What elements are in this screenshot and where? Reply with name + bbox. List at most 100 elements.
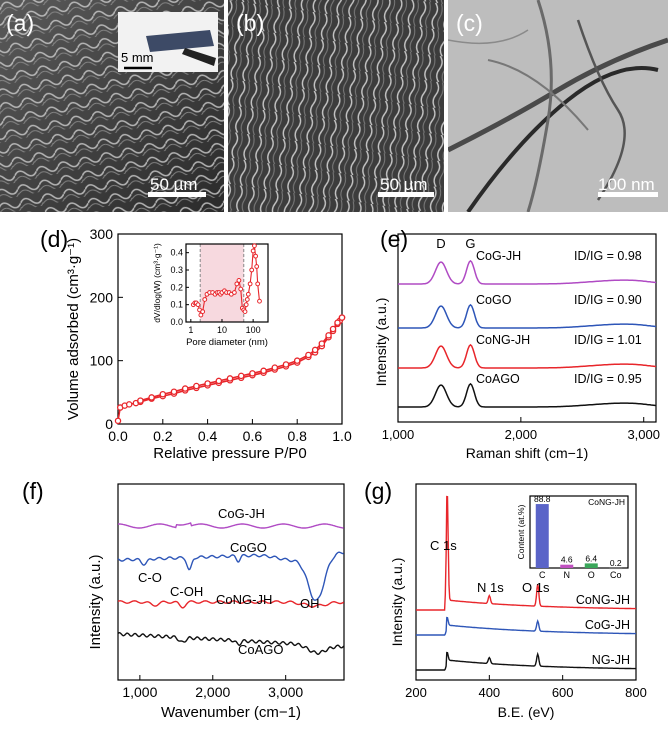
d-inset-x-tick-label: 10	[217, 325, 227, 335]
d-inset-data-point	[244, 297, 250, 302]
panel-d: 0.0 0.2 0.4 0.6 0.8 1.0 0 100 200 300 Relative pre…	[0, 218, 360, 468]
g-inset-category-label: N	[564, 570, 571, 580]
micrograph-c: (c) 100 nm	[448, 0, 668, 212]
d-data-point	[260, 367, 267, 375]
panel-e: 1,000 2,000 3,000 Raman shift (cm−1) Intensi…	[362, 218, 668, 468]
d-data-point	[334, 319, 341, 326]
d-inset-data-point	[254, 264, 260, 269]
d-data-point	[148, 394, 155, 401]
panel-label-f: (f)	[22, 478, 44, 504]
d-data-point	[282, 361, 290, 368]
panel-label-g: (g)	[364, 478, 393, 504]
d-data-point	[305, 351, 312, 359]
d-inset-data-point	[243, 302, 249, 308]
g-inset-plot-frame	[529, 495, 629, 569]
sem-image-a	[0, 0, 224, 212]
f-plot-frame	[117, 483, 345, 681]
d-inset-data-point	[238, 286, 244, 292]
d-x-tick-label: 0.2	[153, 428, 173, 444]
d-data-point	[318, 340, 326, 347]
d-inset-data-point	[200, 309, 206, 314]
d-data-point	[271, 364, 279, 371]
d-data-point	[226, 375, 234, 382]
f-series-label: CoAGO	[238, 642, 284, 657]
panel-g: 200 400 600 800 B.E. (eV) Intensity (a.u.) CoN…	[362, 474, 668, 725]
d-y-tick-label: 200	[90, 289, 114, 305]
g-series-line-2	[416, 651, 636, 671]
d-y-tick-label: 300	[90, 226, 114, 242]
d-inset-data-point	[249, 267, 255, 273]
e-x-tick-label: 2,000	[505, 427, 538, 442]
d-inset-y-tick-label: 0.0	[170, 317, 183, 327]
g-peak-label: O 1s	[522, 580, 550, 595]
g-inset-value-label: 0.2	[610, 558, 622, 568]
e-series-label: CoGO	[476, 293, 512, 307]
panel-f: 1,000 2,000 3,000 Wavenumber (cm−1) Intensit…	[0, 474, 360, 725]
e-ratio-label: ID/IG = 0.90	[574, 293, 642, 307]
d-y-axis-label: Volume adsorbed (cm³·g⁻¹)	[65, 238, 82, 420]
panel-label-d: (d)	[40, 226, 69, 252]
d-data-point	[193, 382, 200, 390]
e-ratio-label: ID/IG = 0.95	[574, 372, 642, 386]
d-data-point	[170, 388, 178, 395]
d-x-tick-label: 0.8	[287, 428, 307, 444]
d-inset-y-axis-label: dV/dlog(W) (cm³·g⁻¹)	[152, 243, 162, 323]
panel-label-e: (e)	[380, 226, 409, 252]
f-series-label: CoG-JH	[218, 506, 265, 521]
f-series-line-2	[117, 600, 345, 609]
g-y-axis-label: Intensity (a.u.)	[389, 558, 405, 647]
d-x-tick-label: 1.0	[332, 428, 352, 444]
f-series-line-0	[118, 522, 344, 529]
e-x-axis-label: Raman shift (cm−1)	[466, 445, 589, 461]
d-inset-data-point	[245, 291, 251, 297]
sem-image-b	[228, 0, 444, 212]
d-data-point	[293, 357, 301, 364]
d-data-point	[249, 370, 256, 377]
g-x-tick-label: 600	[552, 685, 574, 700]
f-annotation-label: C-OH	[170, 584, 203, 599]
f-x-tick-label: 3,000	[268, 684, 303, 700]
g-inset-value-label: 4.6	[561, 555, 573, 565]
scalebar-label-b: 50 µm	[380, 175, 428, 194]
f-y-axis-label: Intensity (a.u.)	[87, 554, 104, 649]
d-inset-data-point	[252, 243, 257, 249]
g-series-line-1	[416, 616, 636, 636]
g-series-label: CoNG-JH	[576, 593, 630, 607]
d-inset-plot-frame	[185, 243, 269, 323]
g-plot-frame	[415, 483, 637, 681]
g-peak-label: C 1s	[430, 538, 457, 553]
e-y-axis-label: Intensity (a.u.)	[373, 298, 389, 387]
g-x-tick-label: 400	[478, 685, 500, 700]
d-x-tick-label: 0.0	[108, 428, 128, 444]
d-data-point	[137, 397, 144, 404]
scalebar-label-a: 50 µm	[150, 175, 198, 194]
g-inset-value-label: 88.8	[534, 494, 551, 504]
chart-f: 1,000 2,000 3,000 Wavenumber (cm−1) Intensit…	[87, 483, 345, 721]
d-data-point	[311, 346, 319, 354]
g-inset-category-label: C	[539, 570, 546, 580]
g-inset-title: CoNG-JH	[588, 497, 625, 507]
e-series-line-0	[398, 259, 657, 285]
d-x-tick-label: 0.4	[198, 428, 218, 444]
d-series-line-1	[140, 317, 343, 402]
chart-e: 1,000 2,000 3,000 Raman shift (cm−1) Intensi…	[373, 233, 660, 461]
d-plot-frame	[117, 233, 343, 425]
e-series-line-3	[398, 382, 657, 408]
g-x-tick-label: 800	[625, 685, 647, 700]
e-series-line-1	[398, 303, 657, 329]
d-inset-data-point	[242, 309, 248, 314]
e-ratio-label: ID/IG = 1.01	[574, 333, 642, 347]
tem-image-c	[448, 0, 668, 212]
g-x-axis-label: B.E. (eV)	[498, 704, 555, 720]
panel-label-a: (a)	[6, 10, 35, 36]
d-series-line-0	[117, 317, 343, 421]
d-data-point	[181, 385, 189, 392]
f-x-tick-label: 2,000	[195, 684, 230, 700]
g-inset-y-axis-label: Content (at.%)	[516, 504, 526, 559]
e-series-label: CoG-JH	[476, 249, 521, 263]
e-series-label: CoAGO	[476, 372, 520, 386]
d-inset-x-axis-label: Pore diameter (nm)	[186, 337, 268, 348]
g-inset-bar	[560, 564, 574, 568]
inset-scalebar-label: 5 mm	[121, 50, 154, 65]
